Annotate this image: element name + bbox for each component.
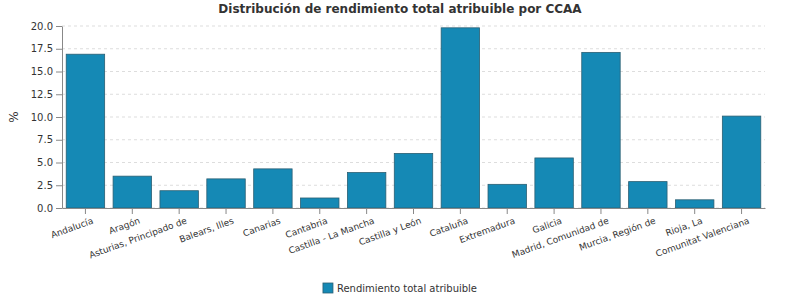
- x-tick-label: Castilla y León: [357, 216, 422, 248]
- bar: [722, 116, 760, 208]
- y-tick: 20.0: [31, 21, 62, 32]
- grid-line: [62, 139, 765, 140]
- x-tick-label: Canarias: [241, 216, 282, 239]
- y-tick-label: 17.5: [31, 43, 53, 54]
- x-tick-mark: [554, 208, 555, 214]
- x-tick-label: Andalucía: [49, 216, 94, 241]
- x-axis: Andalucía AragónAsturias, Principado deBa…: [49, 208, 765, 260]
- y-tick-mark: [56, 208, 62, 209]
- y-tick: 17.5: [31, 43, 62, 54]
- x-tick-mark: [179, 208, 180, 214]
- x-tick: Galicia: [531, 208, 563, 235]
- x-tick: Castilla y León: [357, 208, 422, 247]
- x-tick-mark: [507, 208, 508, 214]
- legend-label: Rendimiento total atribuible: [337, 283, 477, 294]
- grid: [62, 26, 765, 208]
- y-tick: 5.0: [37, 157, 62, 168]
- legend-swatch: [323, 283, 333, 293]
- x-tick-mark: [647, 208, 648, 214]
- bar: [301, 198, 339, 208]
- y-tick-mark: [56, 72, 62, 73]
- x-tick: Comunitat Valenciana: [654, 208, 750, 259]
- grid-line: [62, 26, 765, 27]
- y-axis-title: %: [7, 111, 21, 122]
- x-tick-label: Comunitat Valenciana: [654, 216, 750, 259]
- x-tick: Balears, Illes: [178, 208, 235, 245]
- x-tick-mark: [132, 208, 133, 214]
- x-tick: Andalucía: [49, 208, 94, 240]
- x-tick: Extremadura: [458, 208, 516, 245]
- bar: [207, 179, 245, 208]
- y-tick-label: 12.5: [31, 89, 53, 100]
- title: Distribución de rendimiento total atribu…: [218, 2, 582, 16]
- grid-line: [62, 48, 765, 49]
- y-tick-mark: [56, 140, 62, 141]
- x-tick-mark: [741, 208, 742, 214]
- bar: [441, 28, 479, 208]
- y-tick-mark: [56, 163, 62, 164]
- y-tick-mark: [56, 94, 62, 95]
- x-tick: Asturias, Principado de: [88, 208, 189, 260]
- x-tick-mark: [694, 208, 695, 214]
- grid-line: [62, 71, 765, 72]
- y-tick-label: 10.0: [31, 112, 53, 123]
- x-tick: Canarias: [241, 208, 282, 239]
- y-tick-label: 2.5: [37, 180, 53, 191]
- bar: [66, 54, 104, 208]
- y-axis: 0.0 2.5 5.0 7.5 10.0 12.5 15.0 17.5 20.0: [31, 21, 63, 214]
- y-tick: 2.5: [37, 180, 62, 191]
- y-tick-mark: [56, 49, 62, 50]
- y-tick-label: 20.0: [31, 21, 53, 32]
- y-tick-label: 5.0: [37, 157, 53, 168]
- bar: [629, 182, 667, 208]
- x-tick-mark: [366, 208, 367, 214]
- bar: [347, 173, 385, 208]
- y-tick-label: 15.0: [31, 66, 53, 77]
- x-tick-mark: [600, 208, 601, 214]
- plot: 0.0 2.5 5.0 7.5 10.0 12.5 15.0 17.5 20.0 Andalucí…: [31, 21, 766, 261]
- y-tick-label: 0.0: [37, 203, 53, 214]
- x-tick-mark: [85, 208, 86, 214]
- y-axis-line: [62, 27, 63, 209]
- bar: [394, 153, 432, 208]
- chart: Distribución de rendimiento total atribu…: [0, 0, 800, 300]
- grid-line: [62, 94, 765, 95]
- bars: [66, 28, 761, 208]
- x-tick-label: Balears, Illes: [178, 216, 235, 245]
- grid-line: [62, 117, 765, 118]
- bar: [160, 191, 198, 208]
- x-tick-label: Murcia, Región de: [578, 215, 658, 252]
- y-tick-label: 7.5: [37, 134, 53, 145]
- y-tick: 7.5: [37, 134, 62, 145]
- x-tick-mark: [272, 208, 273, 214]
- x-tick: Castilla - La Mancha: [287, 208, 376, 256]
- x-tick-mark: [226, 208, 227, 214]
- x-tick-mark: [319, 208, 320, 214]
- x-tick: Murcia, Región de: [578, 208, 658, 253]
- y-tick-mark: [56, 117, 62, 118]
- bar: [675, 200, 713, 208]
- x-tick-mark: [413, 208, 414, 214]
- y-tick: 15.0: [31, 66, 62, 77]
- y-tick-mark: [56, 26, 62, 27]
- bar: [113, 176, 151, 208]
- x-tick-label: Extremadura: [458, 216, 516, 245]
- x-tick: Madrid, Comunidad de: [511, 208, 611, 260]
- legend: Rendimiento total atribuible: [323, 283, 477, 294]
- bar: [254, 169, 292, 208]
- y-tick: 10.0: [31, 112, 62, 123]
- y-tick-mark: [56, 185, 62, 186]
- y-tick: 0.0: [37, 203, 62, 214]
- bar: [488, 184, 526, 208]
- bar: [582, 52, 620, 208]
- y-tick: 12.5: [31, 89, 62, 100]
- bar: [535, 158, 573, 208]
- x-tick-mark: [460, 208, 461, 214]
- x-tick-label: Asturias, Principado de: [88, 215, 189, 260]
- x-tick: Aragón: [108, 208, 142, 236]
